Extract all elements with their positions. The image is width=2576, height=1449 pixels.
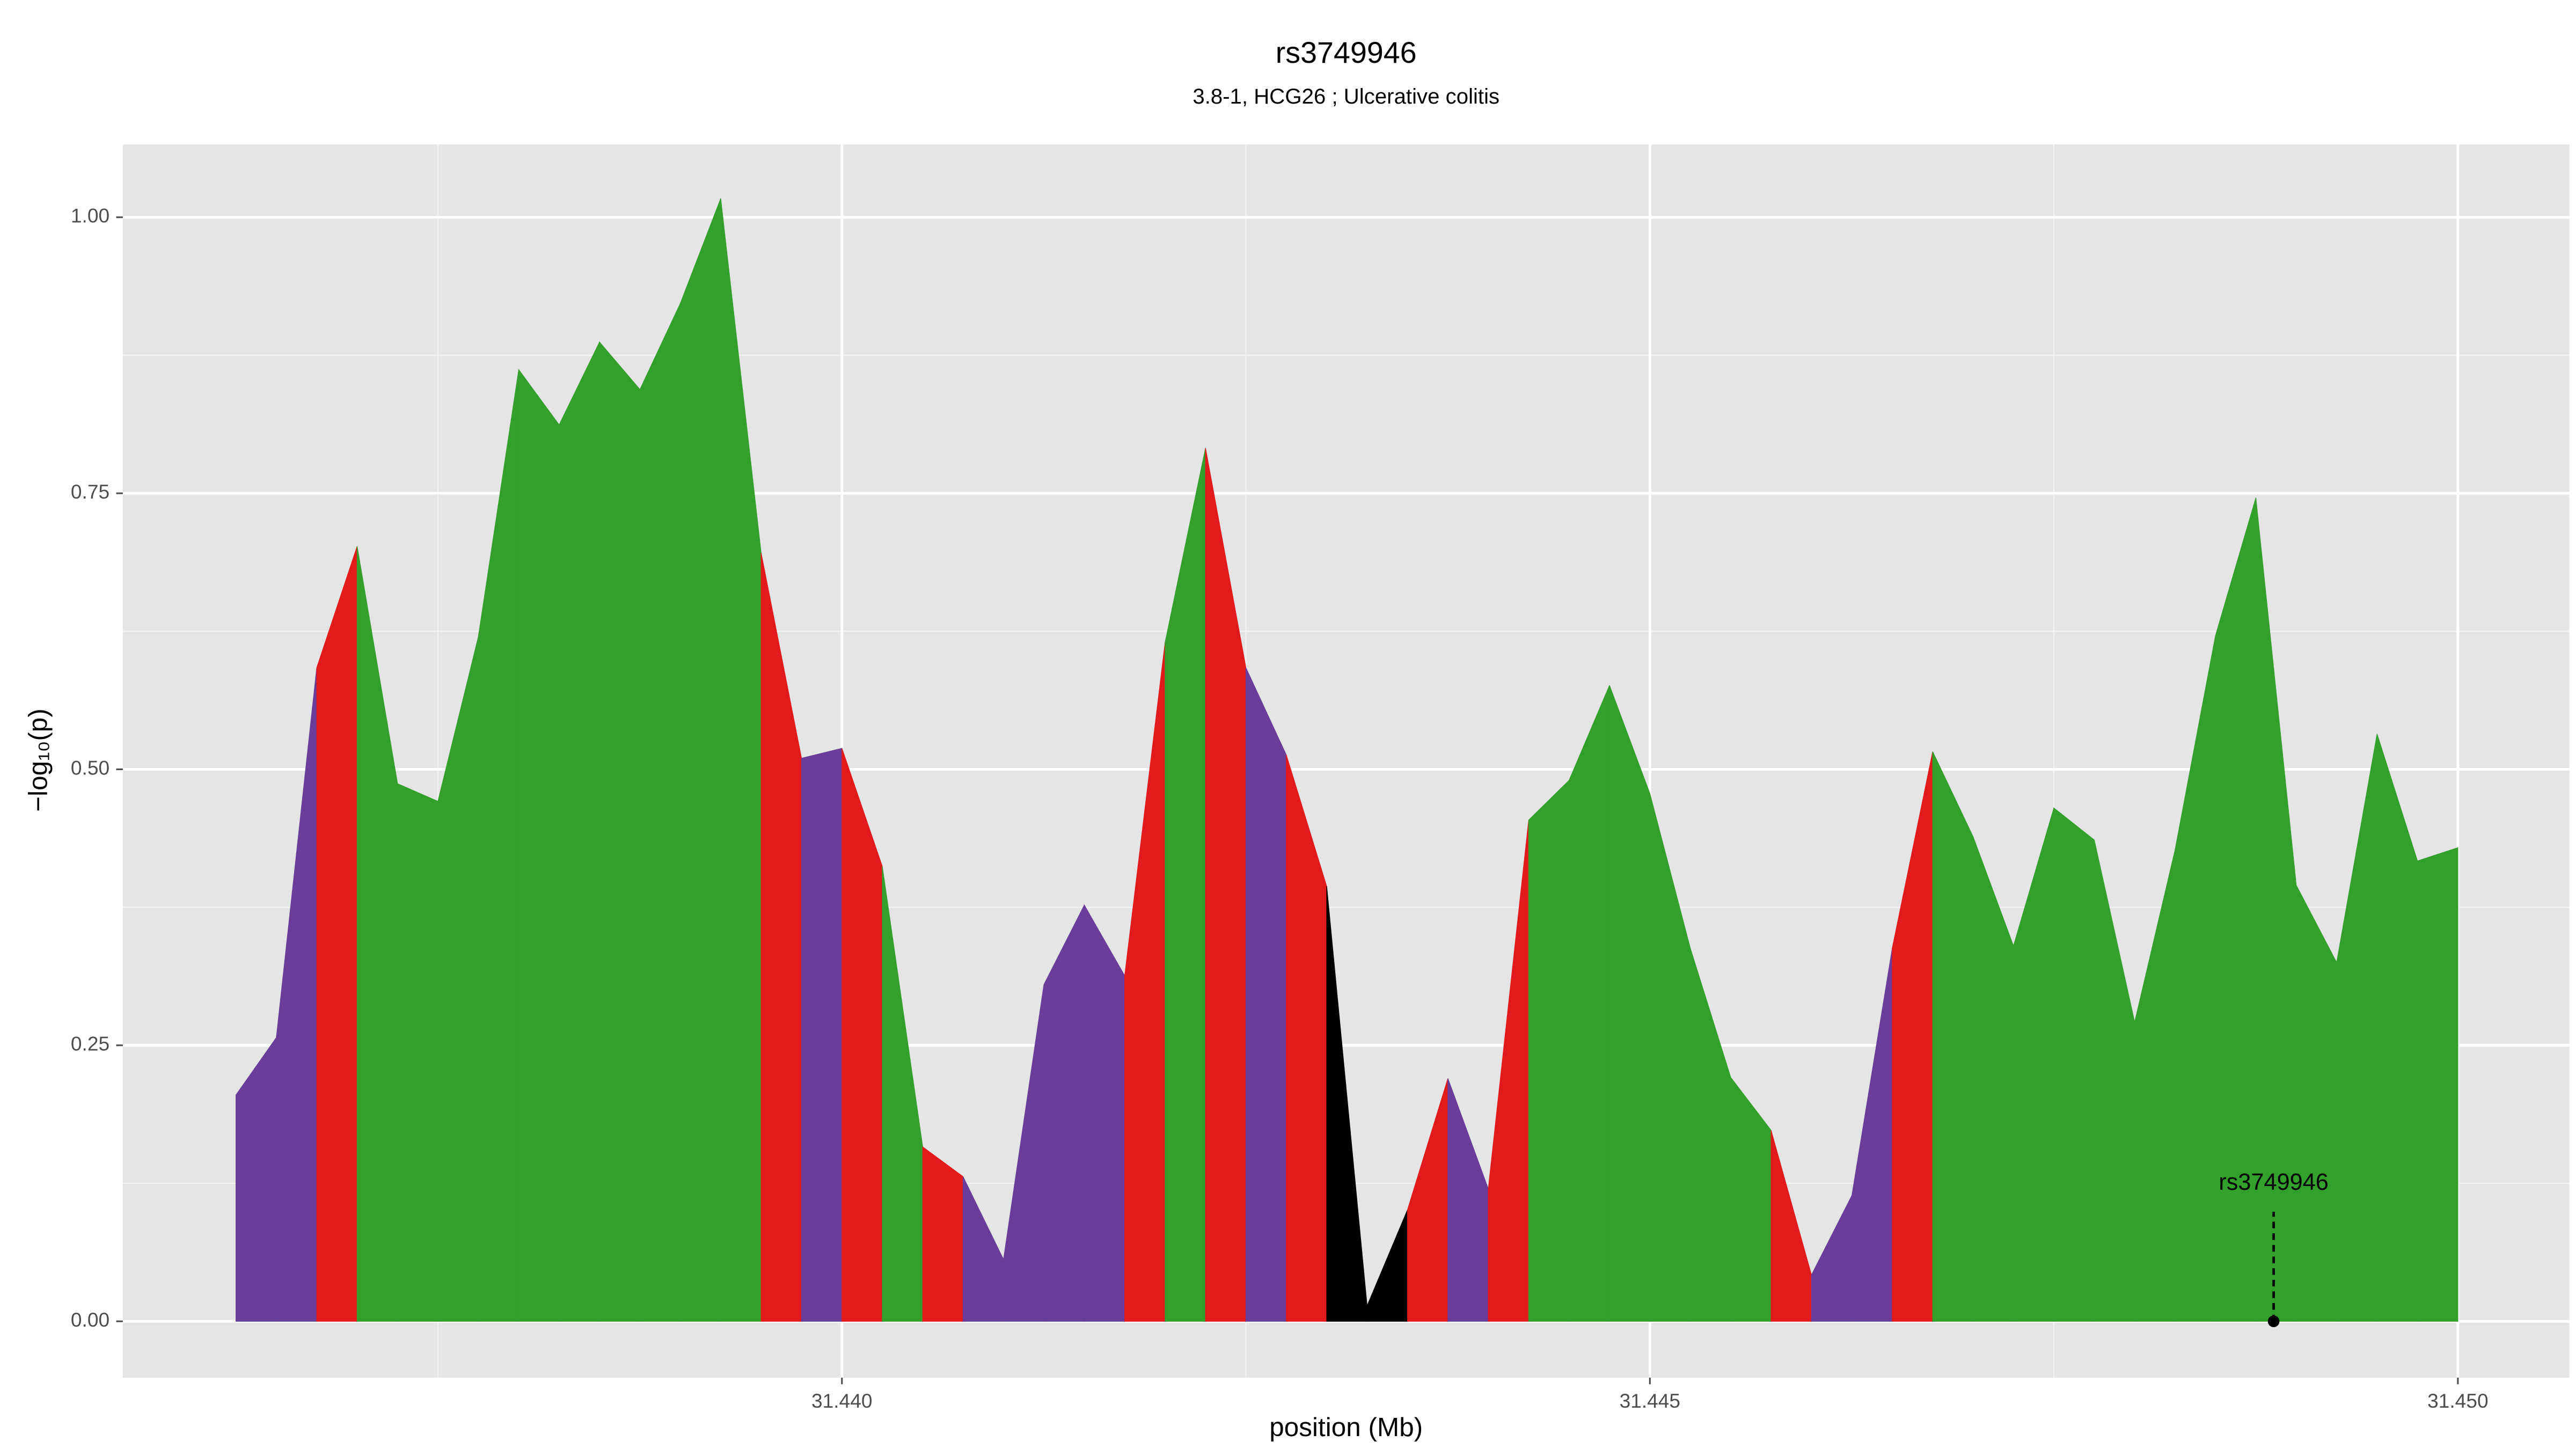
area-segment: [1569, 685, 1610, 1322]
chart-title: rs3749946: [1276, 36, 1417, 69]
x-tick-label: 31.445: [1620, 1389, 1681, 1412]
area-segment: [801, 748, 843, 1322]
x-tick-label: 31.450: [2427, 1389, 2489, 1412]
y-tick-label: 0.25: [71, 1033, 109, 1055]
area-segment: [2215, 497, 2257, 1322]
y-tick-label: 0.50: [71, 756, 109, 779]
area-segment: [639, 303, 681, 1322]
y-tick-label: 0.75: [71, 480, 109, 503]
area-segment: [1084, 904, 1125, 1322]
area-segment: [1932, 751, 1974, 1322]
area-segment: [922, 1146, 964, 1322]
area-segment: [1528, 779, 1570, 1322]
area-segment: [1245, 667, 1287, 1322]
y-tick-label: 0.00: [71, 1308, 109, 1331]
area-segment: [316, 546, 358, 1322]
area-segment: [518, 368, 560, 1322]
area-segment: [397, 783, 438, 1322]
area-segment: [1609, 685, 1650, 1322]
y-axis-title: −log₁₀(p): [23, 708, 53, 812]
y-tick-label: 1.00: [71, 204, 109, 227]
area-segment: [2417, 847, 2458, 1322]
area-segment: [599, 341, 641, 1322]
x-axis-title: position (Mb): [1269, 1413, 1423, 1442]
area-segment: [680, 198, 721, 1322]
x-tick-label: 31.440: [811, 1389, 873, 1412]
area-segment: [2296, 885, 2337, 1322]
area-segment: [2053, 807, 2095, 1322]
area-segment: [559, 342, 600, 1322]
chart-subtitle: 3.8-1, HCG26 ; Ulcerative colitis: [1192, 84, 1499, 108]
annotation-point: [2267, 1315, 2280, 1327]
annotation-label: rs3749946: [2219, 1169, 2329, 1195]
